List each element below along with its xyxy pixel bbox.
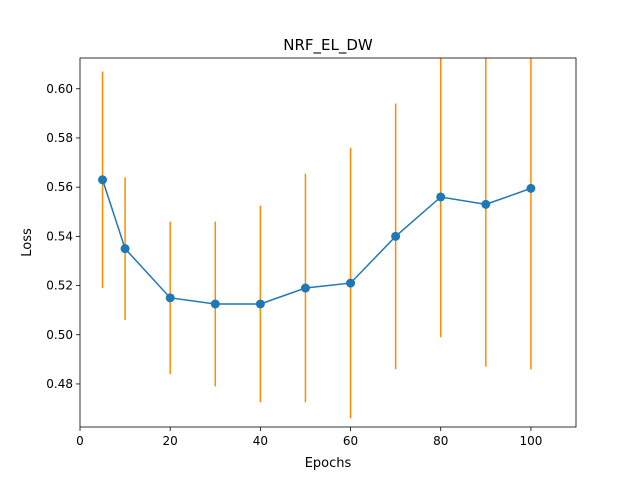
data-point [346, 278, 356, 288]
data-point [436, 192, 446, 202]
data-point [120, 244, 130, 254]
x-axis-label: Epochs [305, 456, 352, 471]
series-line [101, 179, 532, 305]
data-point [255, 299, 265, 309]
data-point [481, 199, 491, 209]
data-point [300, 283, 310, 293]
data-point [526, 183, 536, 193]
plot-area [98, 58, 536, 419]
y-tick-label: 0.48 [46, 377, 73, 391]
data-point [165, 293, 175, 303]
plot-frame [79, 57, 577, 428]
x-tick-label: 60 [343, 434, 358, 448]
x-axis: 0 20 40 60 80 100 [76, 427, 542, 448]
data-point [391, 231, 401, 241]
chart-title: NRF_EL_DW [283, 36, 373, 55]
y-tick-label: 0.52 [46, 279, 73, 293]
y-tick-label: 0.60 [46, 82, 73, 96]
y-tick-label: 0.54 [46, 229, 73, 243]
data-point [98, 175, 108, 185]
x-tick-label: 20 [163, 434, 178, 448]
y-tick-label: 0.56 [46, 180, 73, 194]
y-tick-label: 0.58 [46, 131, 73, 145]
data-point [210, 299, 220, 309]
x-tick-label: 100 [519, 434, 542, 448]
x-tick-label: 0 [76, 434, 84, 448]
x-tick-label: 80 [433, 434, 448, 448]
y-tick-label: 0.50 [46, 328, 73, 342]
y-axis-label: Loss [20, 228, 35, 257]
y-axis: 0.48 0.50 0.52 0.54 0.56 0.58 0.60 [46, 82, 80, 391]
x-tick-label: 40 [253, 434, 268, 448]
